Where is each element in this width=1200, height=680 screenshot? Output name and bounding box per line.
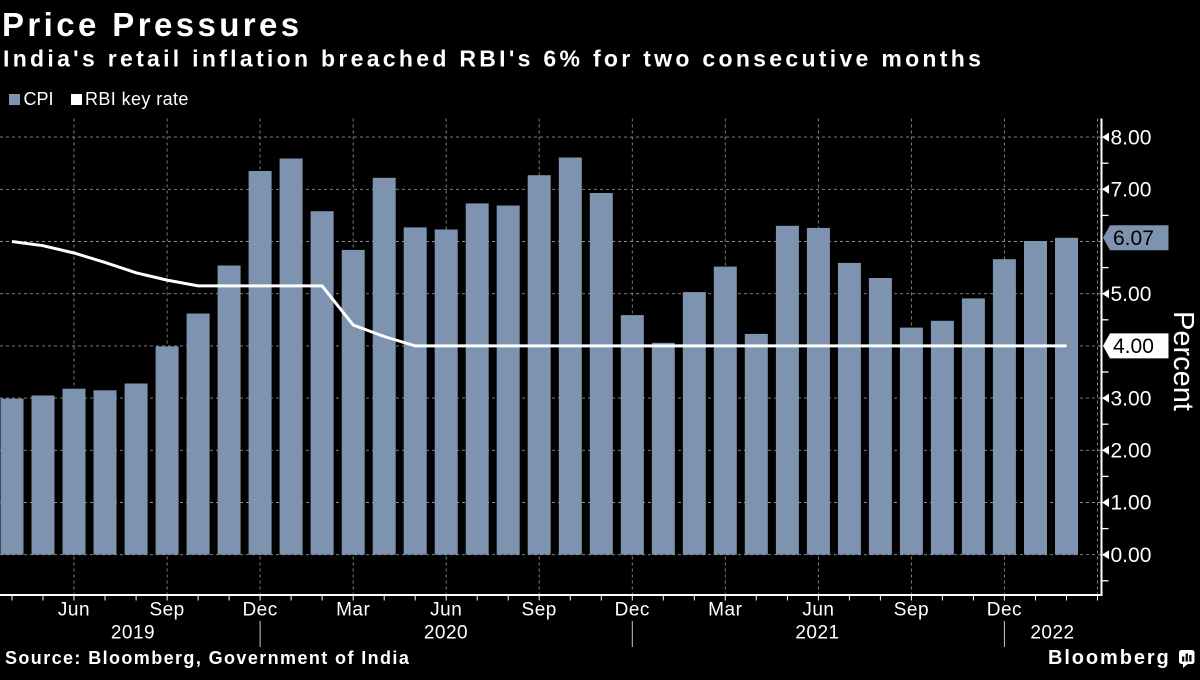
svg-text:Dec: Dec: [615, 600, 650, 621]
svg-text:RBI key rate: RBI key rate: [85, 89, 189, 109]
svg-text:2021: 2021: [795, 623, 839, 644]
svg-text:8.00: 8.00: [1111, 126, 1152, 149]
svg-text:7.00: 7.00: [1111, 179, 1152, 202]
svg-text:2022: 2022: [1030, 623, 1074, 644]
svg-text:Mar: Mar: [336, 600, 370, 621]
svg-text:Sep: Sep: [149, 600, 184, 621]
svg-text:Jun: Jun: [802, 600, 834, 621]
svg-text:2019: 2019: [111, 623, 155, 644]
svg-text:Jun: Jun: [58, 600, 90, 621]
svg-text:2.00: 2.00: [1111, 440, 1152, 463]
svg-text:5.00: 5.00: [1111, 283, 1152, 306]
svg-text:2020: 2020: [424, 623, 468, 644]
svg-text:Sep: Sep: [522, 600, 557, 621]
svg-text:Dec: Dec: [242, 600, 277, 621]
svg-text:Dec: Dec: [987, 600, 1022, 621]
svg-text:India's retail inflation breac: India's retail inflation breached RBI's …: [3, 46, 984, 72]
svg-text:1.00: 1.00: [1111, 492, 1152, 515]
svg-text:Price Pressures: Price Pressures: [2, 6, 303, 43]
svg-text:CPI: CPI: [24, 89, 54, 109]
svg-text:Sep: Sep: [894, 600, 929, 621]
svg-text:Source: Bloomberg, Government: Source: Bloomberg, Government of India: [5, 648, 410, 668]
svg-text:Percent: Percent: [1167, 311, 1199, 411]
svg-text:Bloomberg: Bloomberg: [1048, 647, 1171, 669]
svg-text:Jun: Jun: [430, 600, 462, 621]
svg-text:6.07: 6.07: [1113, 227, 1154, 250]
svg-text:Mar: Mar: [708, 600, 742, 621]
svg-text:0.00: 0.00: [1111, 544, 1152, 567]
svg-text:3.00: 3.00: [1111, 387, 1152, 410]
svg-text:4.00: 4.00: [1113, 335, 1154, 358]
